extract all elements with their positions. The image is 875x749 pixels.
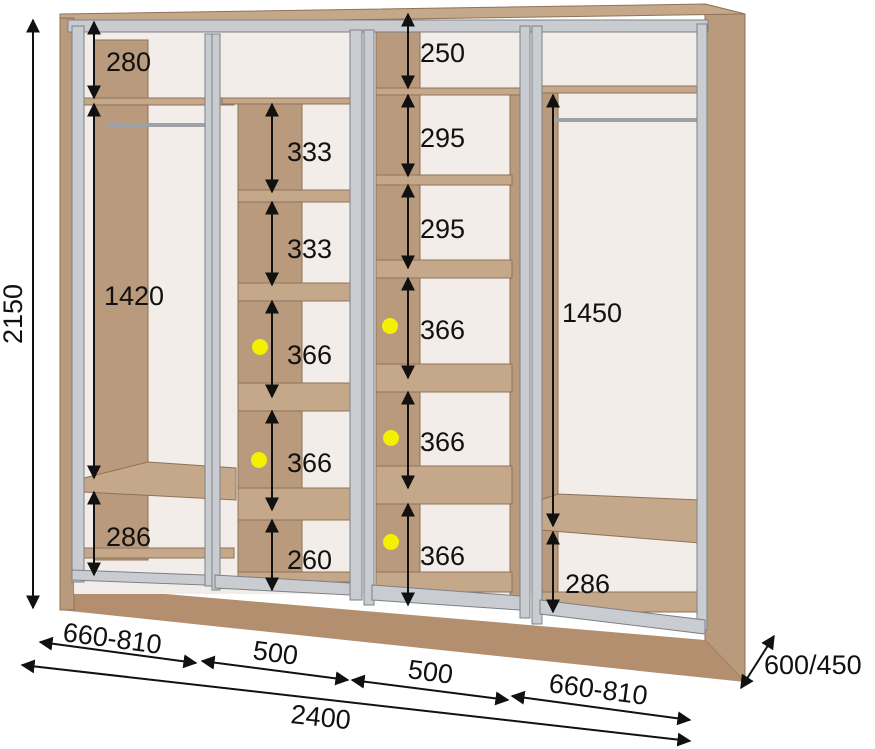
width-right-label: 660-810 [547, 668, 649, 711]
depth-label: 600/450 [764, 650, 862, 680]
width-left-label: 660-810 [61, 617, 163, 660]
marker-dot [383, 534, 399, 550]
marker-dot [251, 452, 267, 468]
left-top-label: 280 [106, 47, 151, 77]
center-right-label: 366 [420, 541, 465, 571]
center-left-label: 260 [287, 545, 332, 575]
left-middle-label: 1420 [104, 281, 164, 311]
marker-dot [382, 318, 398, 334]
left-bottom-label: 286 [106, 522, 151, 552]
center-right-label: 295 [420, 214, 465, 244]
right-middle-label: 1450 [562, 298, 622, 328]
dimension-lines [20, 12, 775, 747]
width-total-label: 2400 [289, 699, 352, 735]
marker-dot [252, 339, 268, 355]
marker-dot [383, 430, 399, 446]
center-right-label: 366 [420, 427, 465, 457]
center-left-label: 366 [287, 340, 332, 370]
center-right-label: 250 [420, 38, 465, 68]
height-total-label: 2150 [0, 284, 28, 344]
center-left-label: 333 [287, 137, 332, 167]
width-center-left-label: 500 [251, 635, 300, 671]
door-frames [67, 19, 709, 635]
center-left-label: 366 [287, 448, 332, 478]
center-right-label: 295 [420, 123, 465, 153]
center-right-label: 366 [420, 315, 465, 345]
right-bottom-label: 286 [565, 569, 610, 599]
center-left-label: 333 [287, 234, 332, 264]
width-center-right-label: 500 [406, 654, 455, 690]
drawer-markers [251, 318, 399, 550]
